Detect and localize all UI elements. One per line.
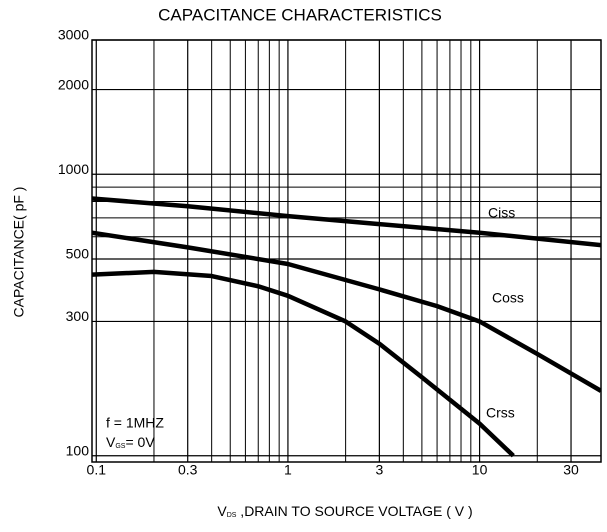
series-line	[92, 230, 601, 393]
annotation: f = 1MHZ	[106, 415, 164, 431]
y-tick-label: 300	[66, 308, 90, 324]
x-label-symbol: V	[217, 503, 227, 519]
x-tick-label: 0.3	[178, 462, 198, 478]
annotation-symbol: V	[106, 434, 116, 450]
x-label-sub: DS	[227, 512, 237, 519]
series-label: Crss	[486, 405, 515, 421]
chart-title: CAPACITANCE CHARACTERISTICS	[158, 5, 442, 24]
series-line	[92, 196, 601, 248]
annotation: VGS= 0V	[106, 434, 155, 450]
series-label: Coss	[492, 290, 524, 306]
annotation-sub: GS	[115, 443, 125, 450]
x-tick-label: 10	[472, 462, 488, 478]
y-tick-label: 100	[66, 442, 90, 458]
x-tick-label: 0.1	[87, 462, 107, 478]
x-axis-label: VDS ,DRAIN TO SOURCE VOLTAGE ( V )	[217, 503, 472, 519]
annotation-text: = 0V	[125, 434, 155, 450]
y-tick-label: 3000	[58, 27, 89, 43]
x-label-text: ,DRAIN TO SOURCE VOLTAGE ( V )	[236, 503, 472, 519]
y-tick-label: 1000	[58, 161, 89, 177]
y-tick-label: 500	[66, 246, 90, 262]
series-label: Ciss	[488, 205, 515, 221]
x-tick-label: 3	[375, 462, 383, 478]
y-tick-label: 2000	[58, 76, 89, 92]
x-tick-label: 30	[563, 462, 579, 478]
plot-frame	[91, 39, 602, 463]
x-tick-label: 1	[284, 462, 292, 478]
series-line	[92, 269, 515, 458]
y-axis-label: CAPACITANCE( pF )	[11, 187, 27, 318]
